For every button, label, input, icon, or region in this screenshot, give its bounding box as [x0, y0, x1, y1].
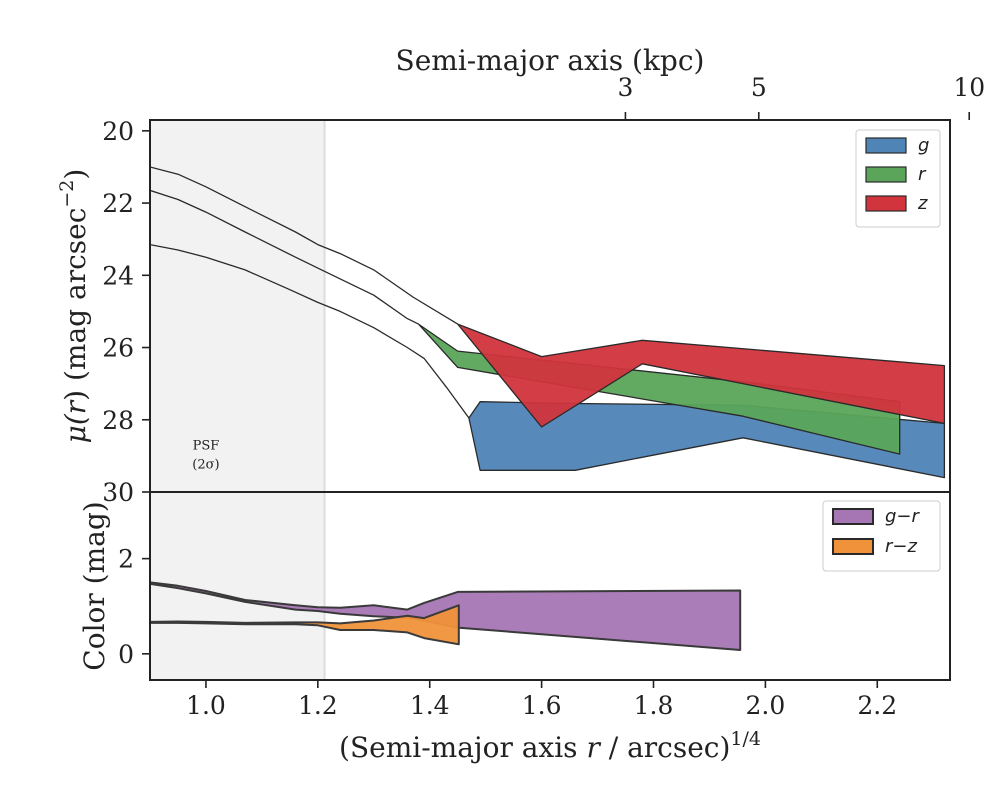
- band-g: [150, 243, 946, 479]
- y-tick-label: 30: [102, 478, 134, 507]
- band-r: [150, 189, 901, 455]
- band-r-minus-z: [150, 604, 460, 646]
- legend-swatch-g-minus-r: [832, 508, 874, 525]
- x-tick-label: 2.0: [746, 691, 786, 720]
- x-tick-label: 1.6: [522, 691, 562, 720]
- legend-label-z: z: [917, 193, 928, 214]
- y-tick-label: 2: [118, 545, 134, 574]
- y-axis-ticks: 20 22 24 26 28 30: [102, 117, 150, 507]
- legend-swatch-g: [865, 137, 907, 154]
- profile-bands: [150, 166, 946, 479]
- color-panel: 02 1.0 1.2 1.4 1.6 1.8 2.0 2.2 Color (mag) (Se…: [78, 491, 951, 764]
- x-tick-label: 1.0: [186, 691, 226, 720]
- x-axis-ticks: 1.0 1.2 1.4 1.6 1.8 2.0 2.2: [186, 680, 897, 720]
- band-z: [150, 166, 946, 428]
- bottom-plot-frame: [149, 491, 951, 681]
- top-axis-label: Semi-major axis (kpc): [396, 44, 705, 77]
- y-tick-label: 22: [102, 189, 134, 218]
- x-tick-label: 2.2: [857, 691, 897, 720]
- psf-region: [150, 120, 325, 492]
- legend-swatch-r: [865, 166, 907, 183]
- bottom-legend: g−r r−z: [822, 500, 941, 572]
- legend-label-g: g: [918, 135, 929, 156]
- y-axis-ticks: 02: [118, 545, 150, 669]
- kpc-tick-label: 5: [751, 73, 767, 102]
- x-tick-label: 1.2: [298, 691, 338, 720]
- psf-label: PSF: [193, 438, 220, 453]
- kpc-tick-label: 3: [617, 73, 633, 102]
- legend-swatch-r-minus-z: [832, 538, 874, 555]
- x-tick-label: 1.8: [634, 691, 674, 720]
- color-bands: [150, 581, 742, 651]
- kpc-axis-ticks: 351020305075100: [617, 73, 985, 120]
- x-axis-label: (Semi-major axis r / arcsec)1/4: [339, 728, 761, 764]
- y-tick-label: 26: [102, 334, 134, 363]
- top-legend: grz: [855, 129, 941, 228]
- legend-swatch-z: [865, 195, 907, 212]
- y-tick-label: 0: [118, 640, 134, 669]
- legend-label-r-minus-z: r−z: [885, 536, 917, 557]
- surface-brightness-y-label: μ(r) (mag arcsec−2): [56, 169, 92, 444]
- y-tick-label: 20: [102, 117, 134, 146]
- x-tick-label: 1.4: [410, 691, 450, 720]
- y-tick-label: 28: [102, 406, 134, 435]
- y-tick-label: 24: [102, 261, 134, 290]
- kpc-tick-label: 10: [953, 73, 985, 102]
- psf-sigma-label: (2σ): [192, 457, 219, 472]
- color-y-label: Color (mag): [78, 501, 111, 670]
- legend-label-g-minus-r: g−r: [885, 506, 921, 527]
- legend-label-r: r: [918, 164, 927, 185]
